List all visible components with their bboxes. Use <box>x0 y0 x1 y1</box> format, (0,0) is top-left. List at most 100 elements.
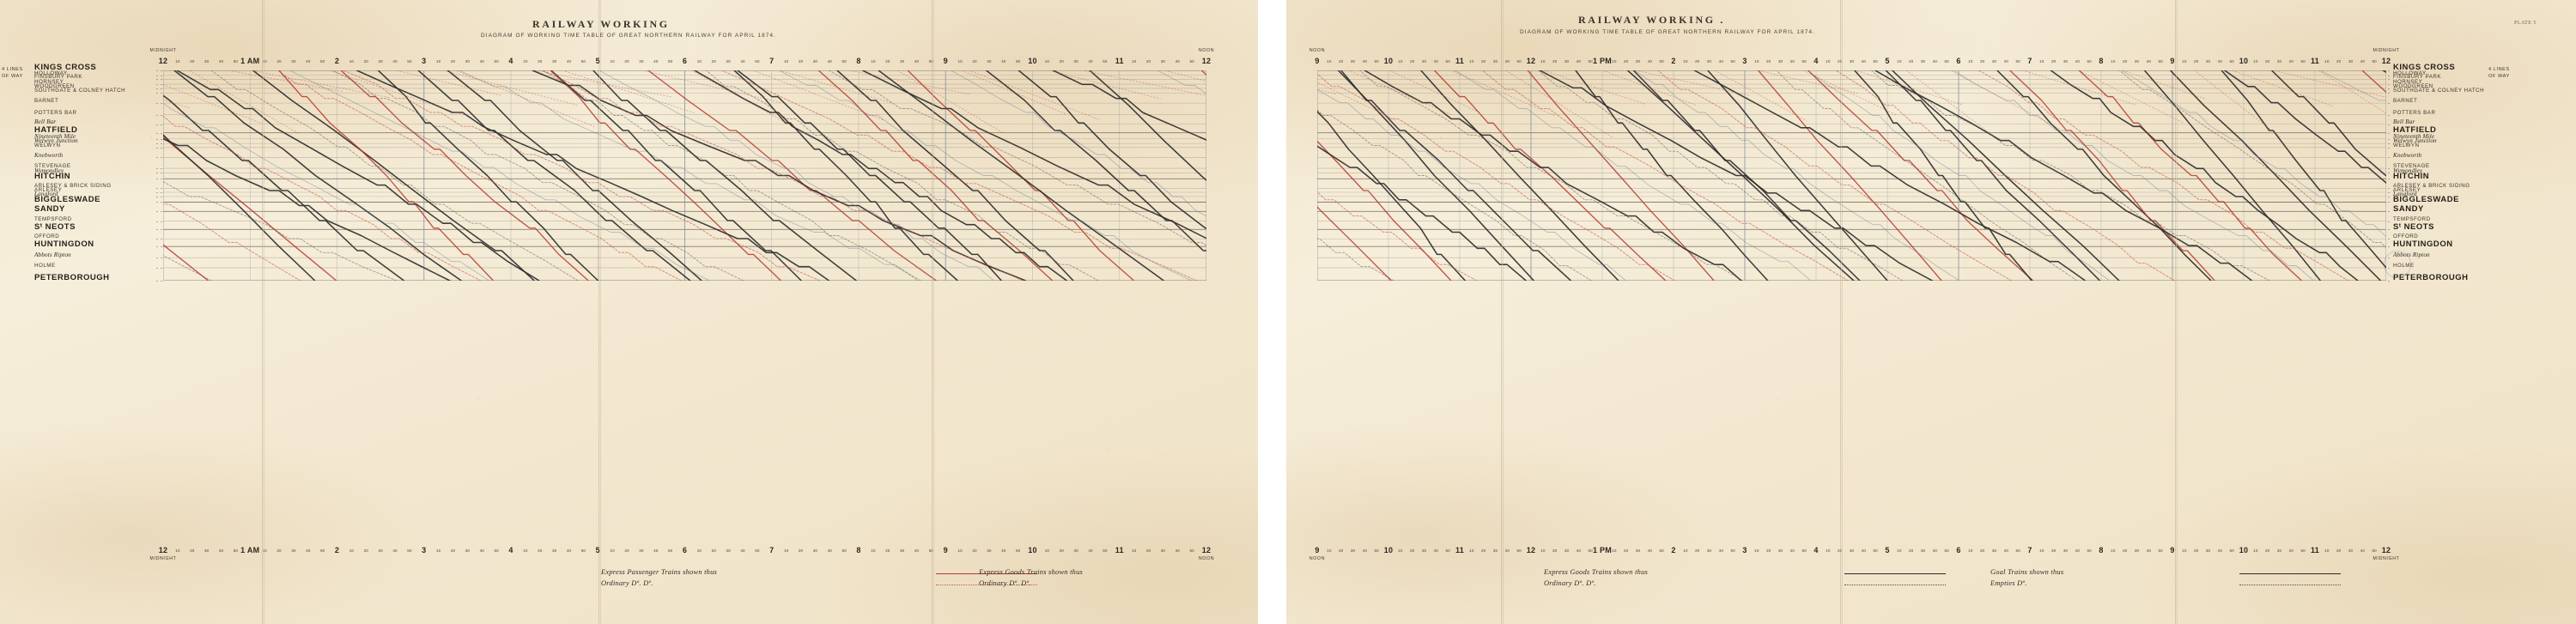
minute-tick-label: 20 <box>624 59 629 64</box>
minute-tick-label: 20 <box>1481 548 1486 553</box>
minute-tick-label: 30 <box>1492 59 1498 64</box>
minute-tick-label: 30 <box>812 59 818 64</box>
station-label: HORNSEY <box>2393 79 2423 86</box>
station-label: Langford <box>2393 191 2417 198</box>
station-label: BIGGLESWADE <box>2393 194 2460 204</box>
hour-tick-label: 12 <box>2381 57 2391 65</box>
hour-tick-label: 4 <box>1814 546 1819 554</box>
minute-tick-label: 10 <box>1131 59 1137 64</box>
minute-tick-label: 50 <box>2300 59 2306 64</box>
station-label: FINSBURY PARK <box>2393 74 2442 81</box>
page-gutter <box>1258 0 1286 624</box>
minute-tick-label: 40 <box>566 548 572 553</box>
legend-label: Express Goods Trains shown thus <box>979 568 1084 576</box>
minute-tick-label: 10 <box>2111 548 2116 553</box>
period-caption: NOON <box>1309 556 1326 561</box>
minute-tick-label: 40 <box>1647 548 1652 553</box>
legend-row: Goal Trains shown thus <box>1990 568 2437 579</box>
time-axis-bottom-left: 12 10 20 30 40 50 1 AM 10 20 30 40 50 2 10 20 30 40 50 3 10… <box>0 0 1258 624</box>
minute-tick-label: 50 <box>841 59 847 64</box>
right-page-subtitle: DIAGRAM OF WORKING TIME TABLE OF GREAT N… <box>1520 29 1815 35</box>
hour-tick-label: 12 <box>158 57 168 65</box>
minute-tick-label: 10 <box>871 59 876 64</box>
station-leader-dots <box>2388 138 2392 140</box>
hour-tick-label: 11 <box>1115 57 1124 65</box>
minute-tick-label: 40 <box>1861 59 1866 64</box>
minute-tick-label: 20 <box>190 548 195 553</box>
minute-tick-label: 30 <box>465 548 471 553</box>
minute-tick-label: 10 <box>783 59 789 64</box>
minute-tick-label: 40 <box>1175 59 1180 64</box>
station-label: HOLLOWAY <box>34 70 68 76</box>
minute-tick-label: 30 <box>1492 548 1498 553</box>
time-axis-bottom-right: 9 10 20 30 40 50 10 10 20 30 40 50 11 10 20 30 40 50 12 10 2… <box>1286 0 2576 624</box>
minute-tick-label: 20 <box>1339 548 1344 553</box>
station-label: HATFIELD <box>2393 125 2437 136</box>
minute-tick-label: 10 <box>262 548 267 553</box>
hour-tick-label: 11 <box>1455 57 1465 65</box>
minute-tick-label: 10 <box>957 59 963 64</box>
minute-tick-label: 20 <box>1059 59 1064 64</box>
minute-tick-label: 20 <box>1766 59 1771 64</box>
minute-tick-label: 40 <box>218 59 224 64</box>
minute-tick-label: 30 <box>1991 59 1997 64</box>
minute-tick-label: 20 <box>2194 59 2199 64</box>
station-label: SOUTHGATE & COLNEY HATCH <box>2393 88 2485 94</box>
station-leader-dots <box>2388 281 2392 282</box>
minute-tick-label: 20 <box>1552 59 1558 64</box>
minute-tick-label: 30 <box>2348 59 2354 64</box>
minute-tick-label: 20 <box>363 548 368 553</box>
minute-tick-label: 40 <box>2288 59 2293 64</box>
minute-tick-label: 30 <box>551 548 557 553</box>
station-leader-dots <box>156 267 163 269</box>
lines-of-way-note-right: 4 LINES OF WAY <box>2488 67 2510 79</box>
hour-tick-label: 9 <box>1315 546 1320 554</box>
minute-tick-label: 30 <box>2348 548 2354 553</box>
station-label: Knebworth <box>2393 151 2422 159</box>
station-label: SANDY <box>34 203 65 214</box>
minute-tick-label: 10 <box>2324 548 2330 553</box>
minute-tick-label: 40 <box>218 548 224 553</box>
legend-row: Ordinary Dº. Dº. <box>1544 579 1990 591</box>
minute-tick-label: 50 <box>2087 548 2092 553</box>
minute-tick-label: 30 <box>1350 548 1356 553</box>
minute-tick-label: 30 <box>1160 59 1166 64</box>
minute-tick-label: 10 <box>1327 548 1332 553</box>
minute-tick-label: 20 <box>1695 59 1700 64</box>
station-label: Knebworth <box>34 151 64 159</box>
station-label: WELWYN <box>2393 142 2420 148</box>
minute-tick-label: 30 <box>291 59 296 64</box>
minute-tick-label: 40 <box>566 59 572 64</box>
minute-tick-label: 10 <box>262 59 267 64</box>
station-label: HOLME <box>34 262 56 269</box>
minute-tick-label: 30 <box>2205 548 2211 553</box>
minute-tick-label: 50 <box>494 59 499 64</box>
station-leader-dots <box>2388 246 2392 248</box>
minute-tick-label: 30 <box>1849 59 1855 64</box>
minute-tick-label: 50 <box>1445 548 1450 553</box>
minute-tick-label: 20 <box>1838 548 1843 553</box>
left-page: RAILWAY WORKING DIAGRAM OF WORKING TIME … <box>0 0 1258 624</box>
minute-tick-label: 40 <box>1647 59 1652 64</box>
station-label: KINGS CROSS <box>34 63 97 73</box>
minute-tick-label: 50 <box>2300 548 2306 553</box>
minute-tick-label: 10 <box>1826 548 1831 553</box>
minute-tick-label: 50 <box>1103 59 1108 64</box>
minute-tick-label: 50 <box>319 59 325 64</box>
station-leader-dots <box>2388 93 2392 94</box>
station-leader-dots <box>156 93 163 94</box>
minute-tick-label: 30 <box>726 548 731 553</box>
station-label: Welwyn Junction <box>34 137 78 145</box>
minute-tick-label: 30 <box>378 548 383 553</box>
minute-tick-label: 20 <box>276 59 282 64</box>
minute-tick-label: 30 <box>726 59 731 64</box>
minute-tick-label: 30 <box>1849 548 1855 553</box>
station-leader-dots <box>156 157 163 159</box>
hour-tick-label: 7 <box>769 546 775 554</box>
minute-tick-label: 20 <box>1059 548 1064 553</box>
minute-tick-label: 40 <box>2146 548 2151 553</box>
minute-tick-label: 10 <box>1826 59 1831 64</box>
minute-tick-label: 50 <box>233 59 239 64</box>
minute-tick-label: 20 <box>798 548 804 553</box>
station-label-column-right: KINGS CROSS HOLLOWAY FINSBURY PARK HORNSEY W… <box>2388 0 2573 624</box>
